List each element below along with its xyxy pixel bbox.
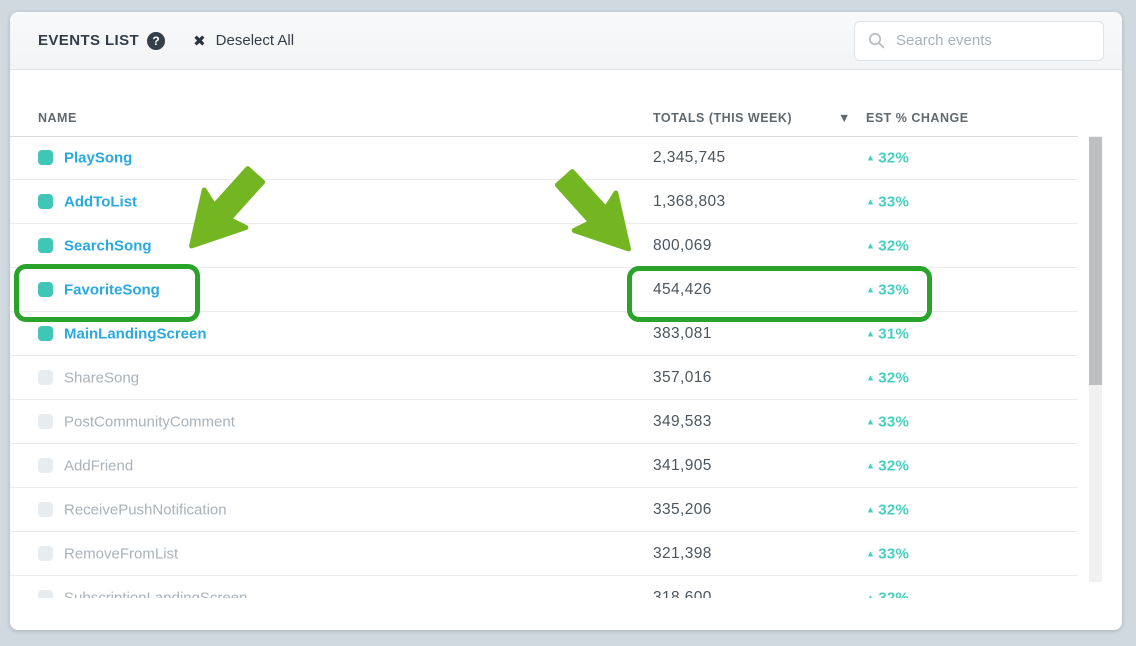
up-triangle-icon: ▲ (866, 328, 876, 339)
deselect-all-label: Deselect All (215, 32, 295, 49)
event-change-value: 32% (878, 237, 910, 254)
event-total: 357,016 (653, 368, 712, 386)
event-checkbox[interactable] (38, 590, 53, 598)
event-total: 383,081 (653, 324, 712, 342)
events-list-card: EVENTS LIST ? ✖ Deselect All NAME TOTALS… (10, 12, 1122, 630)
event-change: ▲ 32% (866, 457, 909, 474)
table-row: FavoriteSong 454,426 ▲ 33% (10, 268, 1078, 312)
event-checkbox[interactable] (38, 414, 53, 429)
event-change: ▲ 31% (866, 325, 909, 342)
event-total: 321,398 (653, 544, 712, 562)
table-row: PlaySong 2,345,745 ▲ 32% (10, 136, 1078, 180)
table-row: SubscriptionLandingScreen 318,600 ▲ 32% (10, 576, 1078, 598)
event-checkbox[interactable] (38, 370, 53, 385)
event-change-value: 32% (878, 369, 910, 386)
event-change: ▲ 33% (866, 413, 909, 430)
search-icon (868, 32, 885, 49)
event-change-value: 33% (878, 413, 910, 430)
event-change-value: 32% (878, 149, 910, 166)
event-total: 318,600 (653, 588, 712, 599)
page-title: EVENTS LIST (38, 32, 140, 49)
event-total: 2,345,745 (653, 148, 726, 166)
up-triangle-icon: ▲ (866, 284, 876, 295)
event-checkbox[interactable] (38, 502, 53, 517)
event-change-value: 32% (878, 457, 910, 474)
event-total: 1,368,803 (653, 192, 726, 210)
close-icon: ✖ (193, 32, 206, 50)
event-name-link[interactable]: PlaySong (64, 149, 133, 166)
table-row: RemoveFromList 321,398 ▲ 33% (10, 532, 1078, 576)
event-change: ▲ 32% (866, 149, 909, 166)
table-row: AddToList 1,368,803 ▲ 33% (10, 180, 1078, 224)
up-triangle-icon: ▲ (866, 460, 876, 471)
table-row: SearchSong 800,069 ▲ 32% (10, 224, 1078, 268)
event-checkbox[interactable] (38, 150, 53, 165)
event-change: ▲ 33% (866, 281, 909, 298)
event-checkbox[interactable] (38, 546, 53, 561)
event-checkbox[interactable] (38, 238, 53, 253)
table-row: MainLandingScreen 383,081 ▲ 31% (10, 312, 1078, 356)
event-checkbox[interactable] (38, 458, 53, 473)
table-body: PlaySong 2,345,745 ▲ 32% AddToList 1,368… (10, 136, 1078, 598)
event-name-link[interactable]: ReceivePushNotification (64, 501, 227, 518)
up-triangle-icon: ▲ (866, 372, 876, 383)
event-change-value: 33% (878, 281, 910, 298)
event-change-value: 32% (878, 589, 910, 598)
table-row: PostCommunityComment 349,583 ▲ 33% (10, 400, 1078, 444)
column-header-name: NAME (38, 111, 77, 125)
scrollbar-thumb[interactable] (1089, 137, 1102, 385)
event-name-link[interactable]: RemoveFromList (64, 545, 179, 562)
event-change: ▲ 33% (866, 193, 909, 210)
event-change-value: 31% (878, 325, 910, 342)
event-total: 335,206 (653, 500, 712, 518)
event-change: ▲ 32% (866, 501, 909, 518)
event-change: ▲ 32% (866, 369, 909, 386)
search-input[interactable] (894, 31, 1097, 50)
up-triangle-icon: ▲ (866, 196, 876, 207)
event-name-link[interactable]: AddToList (64, 193, 138, 210)
up-triangle-icon: ▲ (866, 240, 876, 251)
column-header-est-change: EST % CHANGE (866, 111, 969, 125)
event-name-link[interactable]: MainLandingScreen (64, 325, 207, 342)
card-header: EVENTS LIST ? ✖ Deselect All (10, 12, 1122, 70)
event-name-link[interactable]: SearchSong (64, 237, 152, 254)
event-change-value: 32% (878, 501, 910, 518)
event-total: 349,583 (653, 412, 712, 430)
event-name-link[interactable]: SubscriptionLandingScreen (64, 589, 248, 598)
up-triangle-icon: ▲ (866, 152, 876, 163)
event-name-link[interactable]: ShareSong (64, 369, 140, 386)
column-header-totals[interactable]: TOTALS (THIS WEEK) (653, 111, 793, 125)
sort-caret-icon[interactable]: ▼ (838, 111, 851, 125)
event-checkbox[interactable] (38, 194, 53, 209)
event-change-value: 33% (878, 545, 910, 562)
search-box[interactable] (854, 20, 1104, 61)
table-row: ReceivePushNotification 335,206 ▲ 32% (10, 488, 1078, 532)
up-triangle-icon: ▲ (866, 504, 876, 515)
table-row: ShareSong 357,016 ▲ 32% (10, 356, 1078, 400)
table-header: NAME TOTALS (THIS WEEK) ▼ EST % CHANGE (10, 70, 1078, 137)
up-triangle-icon: ▲ (866, 548, 876, 559)
scrollbar[interactable] (1089, 136, 1102, 582)
event-total: 800,069 (653, 236, 712, 254)
event-total: 454,426 (653, 280, 712, 298)
event-checkbox[interactable] (38, 326, 53, 341)
event-name-link[interactable]: AddFriend (64, 457, 134, 474)
event-change: ▲ 32% (866, 589, 909, 598)
help-icon[interactable]: ? (147, 31, 166, 50)
up-triangle-icon: ▲ (866, 416, 876, 427)
event-total: 341,905 (653, 456, 712, 474)
event-change: ▲ 33% (866, 545, 909, 562)
deselect-all-button[interactable]: ✖ Deselect All (193, 32, 294, 50)
event-checkbox[interactable] (38, 282, 53, 297)
event-name-link[interactable]: FavoriteSong (64, 281, 160, 298)
up-triangle-icon: ▲ (866, 592, 876, 599)
table-row: AddFriend 341,905 ▲ 32% (10, 444, 1078, 488)
event-change-value: 33% (878, 193, 910, 210)
event-change: ▲ 32% (866, 237, 909, 254)
event-name-link[interactable]: PostCommunityComment (64, 413, 235, 430)
